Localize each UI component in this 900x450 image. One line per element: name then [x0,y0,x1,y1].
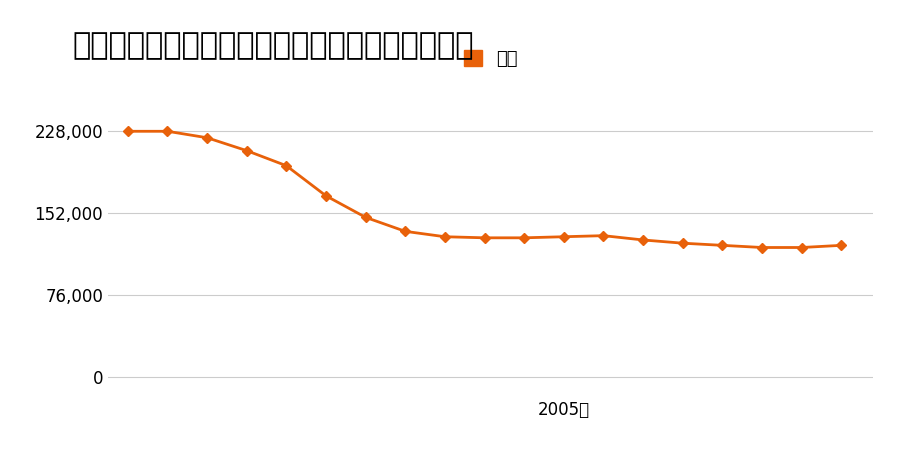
Text: 兵庫県伊丹市鴻池字シモ田１０番１外の地価推移: 兵庫県伊丹市鴻池字シモ田１０番１外の地価推移 [72,32,473,60]
Legend: 価格: 価格 [456,43,525,76]
